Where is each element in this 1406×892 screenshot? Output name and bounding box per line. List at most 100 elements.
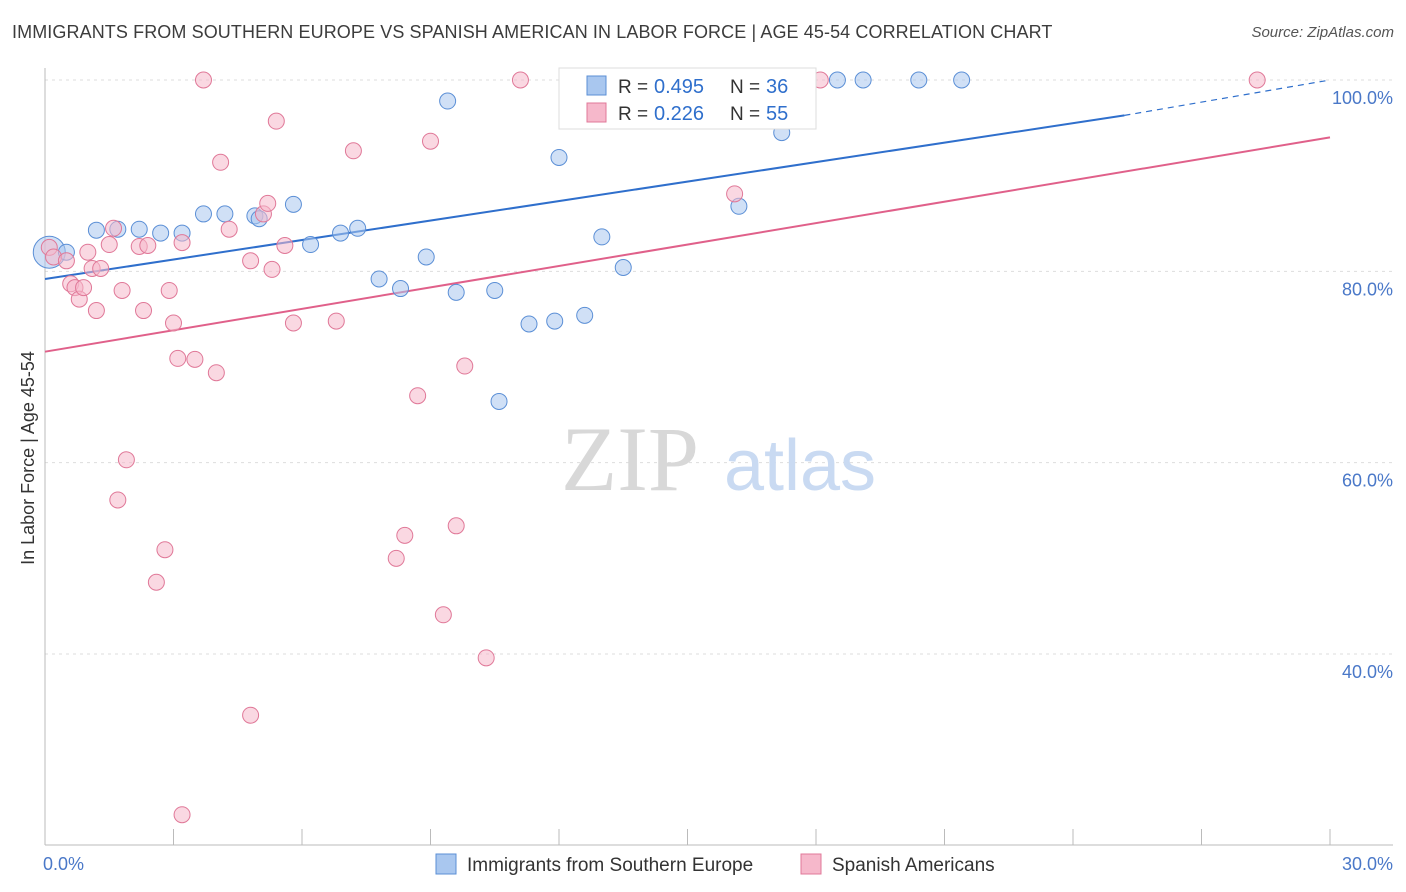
point-blue — [370, 270, 388, 288]
point-pink — [139, 237, 157, 255]
point-pink — [242, 706, 260, 724]
y-tick-label-2: 60.0% — [1342, 471, 1393, 491]
legend-n-value-2: 55 — [766, 103, 788, 125]
point-pink — [87, 302, 105, 320]
point-pink — [263, 260, 281, 278]
point-pink — [156, 541, 174, 559]
point-pink — [284, 314, 302, 332]
point-pink — [105, 219, 123, 237]
watermark-atlas: atlas — [724, 426, 876, 506]
point-blue — [520, 315, 538, 333]
trend-line-blue — [44, 114, 1125, 280]
point-pink — [100, 236, 118, 254]
trend-lines — [44, 79, 1331, 353]
point-pink — [165, 314, 182, 332]
top-legend: R = 0.495 N = 36 R = 0.226 N = 55 — [558, 67, 817, 130]
point-blue — [392, 280, 410, 298]
point-blue — [349, 219, 367, 237]
y-axis-label: In Labor Force | Age 45-54 — [18, 351, 38, 565]
point-pink — [456, 357, 474, 375]
point-pink — [147, 573, 165, 591]
legend-swatch-blue — [586, 75, 607, 96]
point-pink — [422, 132, 439, 150]
point-blue — [284, 195, 302, 213]
grid-lines — [45, 79, 1393, 655]
source-label: Source: ZipAtlas.com — [1251, 24, 1394, 41]
point-blue — [194, 205, 212, 223]
point-blue — [910, 71, 928, 89]
point-pink — [267, 112, 285, 130]
point-blue — [216, 205, 234, 223]
point-pink — [259, 194, 277, 212]
point-blue — [439, 92, 457, 110]
bottom-legend-swatch-blue — [435, 853, 457, 875]
point-pink — [327, 312, 345, 330]
bottom-legend-swatch-pink — [800, 853, 822, 875]
point-blue — [854, 71, 872, 89]
data-points — [32, 71, 1266, 824]
legend-n-label-1: N = — [730, 77, 760, 98]
trend-line-blue-extension — [1124, 79, 1331, 116]
bottom-legend: Immigrants from Southern Europe Spanish … — [435, 853, 995, 876]
point-blue — [130, 220, 148, 238]
legend-r-value-1: 0.495 — [654, 76, 704, 98]
point-pink — [75, 279, 93, 297]
point-pink — [186, 350, 204, 368]
y-tick-label-0: 100.0% — [1332, 88, 1393, 108]
watermark-zip: ZIP — [561, 408, 699, 510]
legend-r-label-2: R = — [618, 104, 648, 125]
bottom-legend-label-pink: Spanish Americans — [832, 855, 995, 876]
point-blue — [546, 312, 564, 330]
point-blue — [828, 71, 846, 89]
point-blue — [87, 221, 105, 239]
x-tick-label-1: 30.0% — [1342, 854, 1393, 874]
point-pink — [135, 302, 153, 320]
point-pink — [117, 451, 135, 469]
watermark: ZIP atlas — [561, 408, 876, 510]
point-blue — [550, 148, 568, 166]
point-blue — [593, 228, 611, 246]
point-pink — [57, 252, 75, 270]
y-tick-labels: 100.0% 80.0% 60.0% 40.0% — [1332, 88, 1393, 682]
point-pink — [726, 185, 744, 203]
point-blue — [490, 392, 508, 410]
x-tick-labels: 0.0% 30.0% — [43, 854, 1393, 874]
y-tick-label-1: 80.0% — [1342, 279, 1393, 299]
point-pink — [409, 387, 427, 405]
legend-r-label-1: R = — [618, 77, 648, 98]
point-blue — [486, 281, 504, 299]
chart-title: IMMIGRANTS FROM SOUTHERN EUROPE VS SPANI… — [12, 22, 1053, 42]
point-pink — [1248, 71, 1266, 89]
bottom-legend-label-blue: Immigrants from Southern Europe — [467, 855, 753, 876]
point-pink — [113, 281, 131, 299]
point-blue — [332, 224, 350, 242]
point-blue — [152, 224, 170, 242]
point-blue — [576, 306, 594, 324]
point-pink — [276, 237, 294, 255]
legend-r-value-2: 0.226 — [654, 103, 704, 125]
legend-n-value-1: 36 — [766, 76, 788, 98]
point-pink — [447, 517, 465, 535]
trend-line-pink — [44, 136, 1331, 353]
point-pink — [387, 549, 405, 567]
point-pink — [173, 234, 191, 252]
legend-n-label-2: N = — [730, 104, 760, 125]
point-pink — [169, 349, 187, 367]
point-pink — [220, 220, 238, 238]
point-pink — [194, 71, 212, 89]
legend-swatch-pink — [586, 102, 607, 123]
point-pink — [207, 364, 225, 382]
point-pink — [396, 526, 414, 544]
point-pink — [511, 71, 529, 89]
point-pink — [242, 252, 260, 270]
point-pink — [344, 142, 362, 160]
point-pink — [212, 153, 230, 171]
point-blue — [614, 259, 632, 277]
y-tick-label-3: 40.0% — [1342, 662, 1393, 682]
point-pink — [477, 649, 495, 667]
point-pink — [434, 606, 452, 624]
x-tick-label-0: 0.0% — [43, 854, 84, 874]
point-blue — [447, 283, 465, 301]
point-pink — [92, 259, 110, 277]
